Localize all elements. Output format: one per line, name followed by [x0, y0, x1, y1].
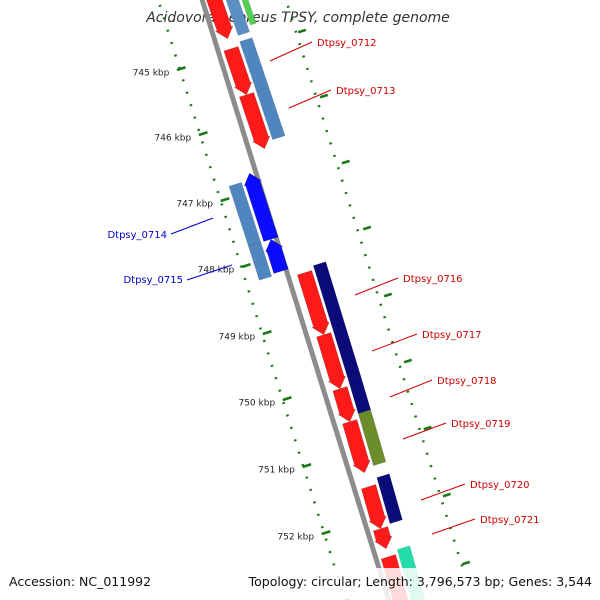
- kbp-outer-tick-mark: [403, 358, 413, 364]
- rna-bar-top-partial[interactable]: [235, 0, 257, 26]
- cds-arrow-dtpsy-0721[interactable]: [372, 526, 393, 550]
- genome-backbone: [199, 0, 392, 600]
- cds-arrow-dtpsy-0720[interactable]: [361, 484, 387, 530]
- leader-line-dtpsy-0720: [420, 483, 466, 501]
- gene-label-dtpsy-0720[interactable]: Dtpsy_0720: [470, 480, 530, 491]
- kbp-outer-tick-mark: [442, 492, 452, 498]
- gene-label-dtpsy-0717[interactable]: Dtpsy_0717: [422, 330, 482, 341]
- kbp-tick-label: 745 kbp: [133, 68, 170, 78]
- gene-bar-dtpsy-0713[interactable]: [256, 87, 286, 140]
- footer-background: [0, 568, 600, 600]
- kbp-outer-tick-mark: [319, 93, 329, 99]
- cds-arrow-dtpsy-0719[interactable]: [342, 419, 371, 474]
- leader-line-dtpsy-0717: [371, 333, 418, 352]
- cds-arrow-dtpsy-0718[interactable]: [332, 386, 356, 423]
- kbp-tick-mark: [321, 530, 331, 536]
- kbp-tick-mark: [198, 131, 208, 137]
- cds-arrow-dtpsy-0712[interactable]: [223, 46, 253, 96]
- cds-arrow-top-partial[interactable]: [203, 0, 234, 40]
- kbp-tick-label: 751 kbp: [258, 465, 295, 475]
- kbp-tick-mark: [282, 396, 292, 402]
- leader-line-dtpsy-0719: [402, 422, 447, 440]
- genome-summary-text: Topology: circular; Length: 3,796,573 bp…: [248, 574, 592, 589]
- gene-label-dtpsy-0718[interactable]: Dtpsy_0718: [437, 376, 497, 387]
- leader-line-dtpsy-0712: [269, 41, 313, 62]
- kbp-tick-mark: [262, 330, 272, 336]
- cds-arrow-dtpsy-0717[interactable]: [316, 332, 347, 390]
- inner-tick-ring: [156, 0, 347, 600]
- kbp-tick-mark: [220, 197, 230, 203]
- leader-line-dtpsy-0718: [389, 379, 433, 398]
- kbp-tick-mark: [176, 66, 186, 72]
- gene-label-dtpsy-0715[interactable]: Dtpsy_0715: [123, 275, 183, 286]
- gene-bar-top-partial[interactable]: [220, 0, 250, 36]
- kbp-tick-label: 746 kbp: [155, 133, 192, 143]
- kbp-outer-tick-mark: [362, 225, 372, 231]
- gene-bar-dtpsy-0720[interactable]: [376, 473, 403, 524]
- gene-bar-dtpsy-0719[interactable]: [357, 409, 387, 466]
- accession-text: Accession: NC_011992: [9, 574, 151, 589]
- gene-label-dtpsy-0716[interactable]: Dtpsy_0716: [403, 274, 463, 285]
- cds-arrow-dtpsy-0713[interactable]: [239, 92, 271, 150]
- kbp-tick-mark: [241, 263, 251, 269]
- kbp-tick-mark: [302, 463, 312, 469]
- leader-line-dtpsy-0721: [431, 518, 476, 535]
- kbp-tick-label: 747 kbp: [176, 199, 213, 209]
- gene-label-dtpsy-0721[interactable]: Dtpsy_0721: [480, 515, 540, 526]
- leader-line-dtpsy-0714: [170, 217, 214, 235]
- gene-label-dtpsy-0714[interactable]: Dtpsy_0714: [107, 230, 167, 241]
- gene-label-dtpsy-0712[interactable]: Dtpsy_0712: [317, 38, 377, 49]
- kbp-outer-tick-mark: [297, 28, 307, 34]
- leader-line-dtpsy-0715: [186, 264, 233, 281]
- gene-label-dtpsy-0713[interactable]: Dtpsy_0713: [336, 86, 396, 97]
- gene-label-dtpsy-0719[interactable]: Dtpsy_0719: [451, 419, 511, 430]
- map-title: Acidovorax ebreus TPSY, complete genome: [145, 10, 450, 26]
- kbp-outer-tick-mark: [461, 560, 471, 566]
- kbp-tick-label: 750 kbp: [238, 398, 275, 408]
- cds-arrow-dtpsy-0714[interactable]: [243, 172, 279, 242]
- kbp-outer-tick-mark: [341, 159, 350, 165]
- kbp-tick-label: 752 kbp: [277, 532, 314, 542]
- kbp-outer-tick-mark: [423, 425, 432, 431]
- kbp-outer-tick-mark: [383, 292, 393, 298]
- cds-arrow-dtpsy-0716[interactable]: [297, 270, 330, 336]
- kbp-tick-label: 749 kbp: [219, 332, 256, 342]
- leader-line-dtpsy-0716: [354, 277, 399, 296]
- gene-bar-dtpsy-0715[interactable]: [248, 242, 273, 281]
- cds-arrow-dtpsy-0715[interactable]: [264, 238, 289, 274]
- leader-line-dtpsy-0713: [288, 89, 332, 109]
